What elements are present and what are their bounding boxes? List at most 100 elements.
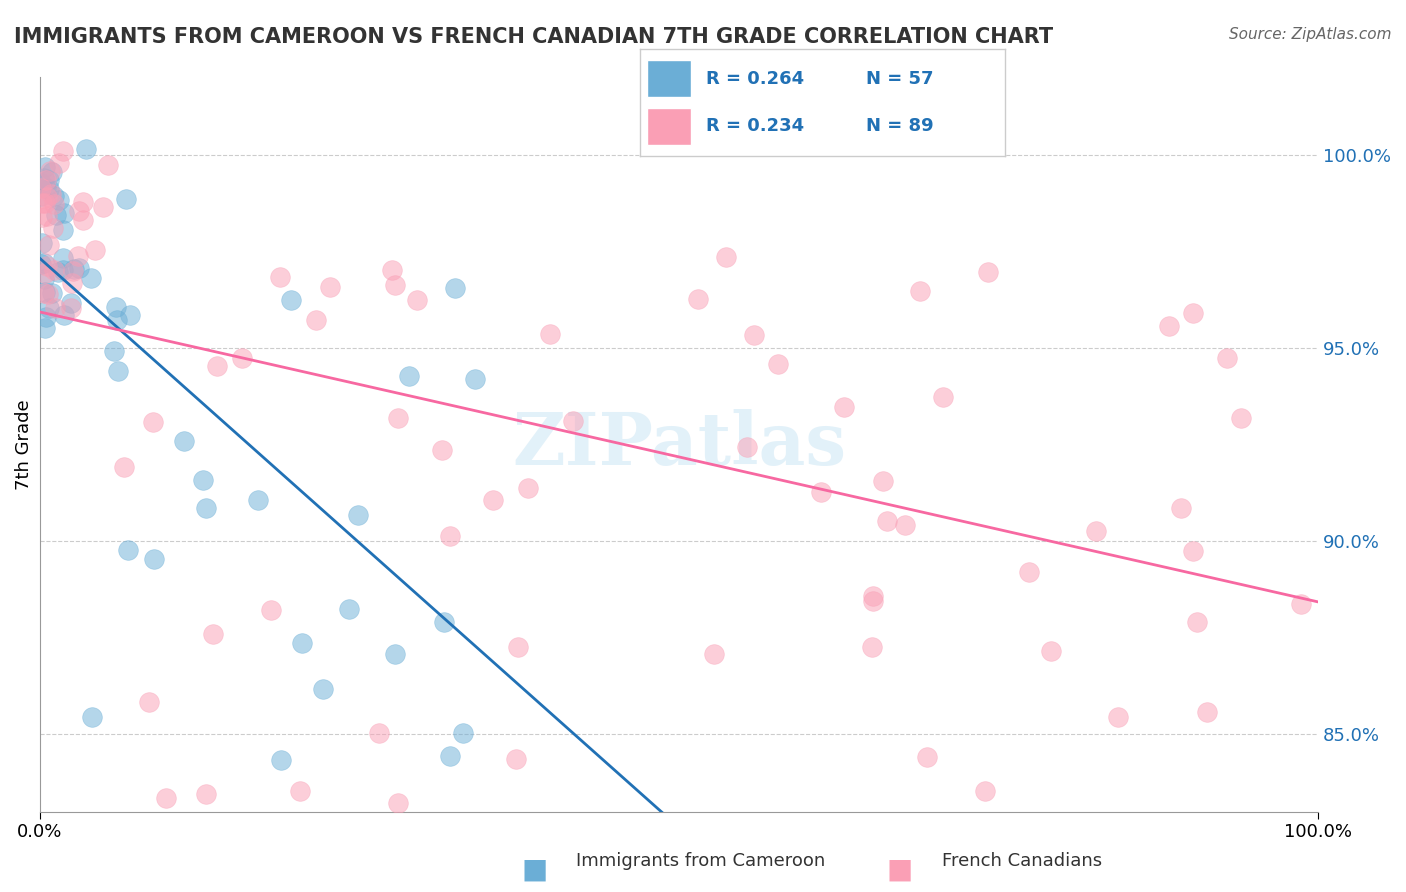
Point	[1085, 524, 1108, 538]
Point	[118, 308, 141, 322]
Point	[97, 157, 120, 171]
Point	[112, 460, 135, 475]
Point	[1039, 644, 1062, 658]
Text: R = 0.264: R = 0.264	[706, 70, 804, 88]
Point	[34, 161, 56, 175]
Point	[231, 351, 253, 365]
Point	[38, 301, 60, 315]
Point	[31, 210, 53, 224]
Point	[39, 186, 62, 201]
Point	[538, 326, 561, 341]
Point	[48, 193, 70, 207]
Point	[270, 753, 292, 767]
Point	[1289, 597, 1312, 611]
Point	[62, 264, 84, 278]
Text: ■: ■	[522, 855, 547, 883]
Point	[35, 209, 58, 223]
Point	[516, 481, 538, 495]
Point	[30, 176, 52, 190]
Point	[60, 276, 83, 290]
Point	[52, 251, 75, 265]
Point	[269, 270, 291, 285]
Point	[52, 206, 75, 220]
Point	[67, 261, 90, 276]
Point	[48, 156, 70, 170]
Point	[304, 313, 326, 327]
Point	[37, 287, 59, 301]
Point	[44, 301, 66, 316]
Point	[38, 238, 60, 252]
Point	[1018, 565, 1040, 579]
Point	[138, 695, 160, 709]
Point	[915, 750, 938, 764]
Point	[31, 235, 53, 250]
Point	[703, 647, 725, 661]
Point	[894, 518, 917, 533]
Point	[1195, 706, 1218, 720]
Point	[34, 320, 56, 334]
Point	[38, 181, 60, 195]
Point	[34, 310, 56, 324]
Point	[75, 142, 97, 156]
Point	[439, 749, 461, 764]
Point	[439, 528, 461, 542]
Point	[38, 173, 60, 187]
Point	[1187, 615, 1209, 629]
Point	[398, 369, 420, 384]
Text: French Canadians: French Canadians	[942, 852, 1102, 870]
Text: ZIPatlas: ZIPatlas	[512, 409, 846, 480]
Point	[319, 280, 342, 294]
Point	[735, 441, 758, 455]
Point	[72, 213, 94, 227]
Point	[387, 411, 409, 425]
Point	[32, 256, 55, 270]
Point	[260, 603, 283, 617]
Point	[932, 390, 955, 404]
Point	[32, 272, 55, 286]
Point	[444, 281, 467, 295]
Point	[42, 197, 65, 211]
Point	[117, 542, 139, 557]
Point	[832, 400, 855, 414]
Point	[433, 615, 456, 629]
Point	[52, 262, 75, 277]
Point	[105, 313, 128, 327]
Point	[195, 788, 218, 802]
Point	[451, 725, 474, 739]
Point	[1215, 351, 1237, 365]
Point	[367, 726, 389, 740]
Text: IMMIGRANTS FROM CAMEROON VS FRENCH CANADIAN 7TH GRADE CORRELATION CHART: IMMIGRANTS FROM CAMEROON VS FRENCH CANAD…	[14, 27, 1053, 46]
Point	[464, 372, 486, 386]
Point	[30, 189, 52, 203]
Point	[52, 145, 75, 159]
Point	[247, 493, 270, 508]
Point	[384, 277, 406, 292]
Point	[35, 181, 58, 195]
Point	[205, 359, 228, 373]
Point	[1182, 543, 1205, 558]
Bar	[647, 108, 690, 145]
Point	[142, 415, 165, 429]
Point	[67, 203, 90, 218]
Point	[482, 492, 505, 507]
Point	[432, 442, 454, 457]
Point	[34, 285, 56, 300]
Point	[62, 262, 84, 277]
Point	[60, 301, 83, 315]
Point	[31, 196, 53, 211]
Point	[115, 192, 138, 206]
Point	[347, 508, 370, 523]
Point	[862, 594, 884, 608]
Point	[52, 223, 75, 237]
Point	[974, 784, 997, 798]
Point	[872, 474, 894, 488]
Point	[337, 602, 360, 616]
Point	[30, 257, 52, 271]
Point	[41, 285, 63, 300]
Point	[60, 296, 83, 310]
Point	[312, 681, 335, 696]
Point	[173, 434, 195, 448]
Bar	[647, 60, 690, 97]
Point	[766, 357, 789, 371]
Text: ■: ■	[887, 855, 912, 883]
